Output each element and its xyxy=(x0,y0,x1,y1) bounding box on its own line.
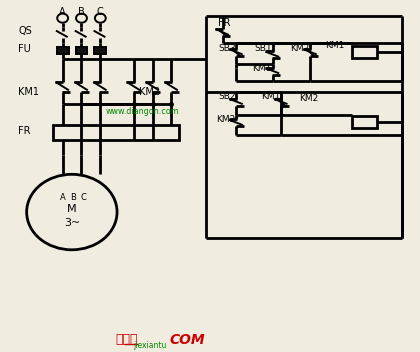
Text: 3~: 3~ xyxy=(64,218,80,227)
Text: A: A xyxy=(59,7,66,17)
Text: FU: FU xyxy=(18,44,31,54)
Text: KM2: KM2 xyxy=(139,87,160,96)
Text: COM: COM xyxy=(169,333,205,347)
Text: SB3: SB3 xyxy=(218,44,236,54)
Text: FR: FR xyxy=(18,126,31,136)
Bar xyxy=(57,47,68,54)
Text: M: M xyxy=(67,203,77,214)
Text: SB1: SB1 xyxy=(255,44,272,54)
Text: KM2: KM2 xyxy=(290,44,310,54)
Text: www.diangon.com: www.diangon.com xyxy=(106,107,180,116)
Bar xyxy=(76,47,87,54)
Text: A: A xyxy=(60,193,66,202)
Text: C: C xyxy=(80,193,86,202)
Text: KM2: KM2 xyxy=(216,115,236,124)
Text: KM1: KM1 xyxy=(261,92,280,101)
Bar xyxy=(94,47,106,54)
Text: B: B xyxy=(78,7,85,17)
Text: QS: QS xyxy=(18,26,32,37)
Text: KM1: KM1 xyxy=(325,41,344,50)
Text: B: B xyxy=(70,193,76,202)
Text: FR: FR xyxy=(218,18,230,28)
Text: SB2: SB2 xyxy=(218,92,236,101)
Text: KM1: KM1 xyxy=(18,87,39,96)
Text: KM1: KM1 xyxy=(252,64,272,73)
Text: KM2: KM2 xyxy=(299,94,318,103)
Bar xyxy=(53,125,179,140)
Text: jiexiantu: jiexiantu xyxy=(133,341,166,350)
Bar xyxy=(352,116,377,128)
Text: 接线图: 接线图 xyxy=(115,333,137,346)
Bar xyxy=(352,46,377,58)
Text: C: C xyxy=(97,7,104,17)
